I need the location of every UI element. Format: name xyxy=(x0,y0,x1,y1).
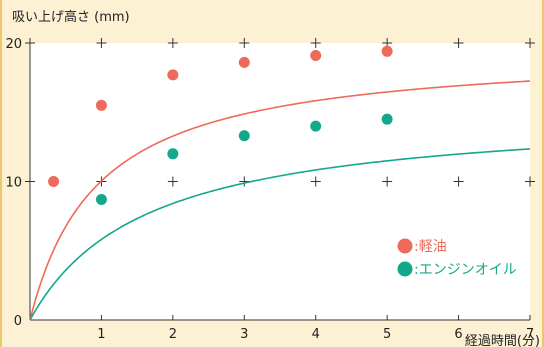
x-tick-label: 4 xyxy=(312,327,320,342)
grid-cross xyxy=(25,38,35,48)
legend-label: :軽油 xyxy=(414,239,447,255)
data-point xyxy=(310,49,322,61)
grid-cross xyxy=(453,38,464,48)
grid-cross xyxy=(382,176,393,187)
grid-cross xyxy=(525,176,535,187)
legend-swatch xyxy=(397,238,413,254)
grid-cross xyxy=(167,38,178,48)
y-tick-label: 20 xyxy=(5,37,22,52)
data-point xyxy=(95,99,107,111)
x-axis-label: 経過時間(分) xyxy=(465,334,540,347)
data-point xyxy=(48,176,60,187)
y-tick-label: 0 xyxy=(14,314,22,329)
legend: :軽油 :エンジンオイル xyxy=(397,238,517,278)
data-point xyxy=(238,130,250,142)
grid-markers xyxy=(25,38,535,320)
data-point xyxy=(381,113,393,125)
y-axis-label: 吸い上げ高さ (mm) xyxy=(12,10,130,25)
series-curves xyxy=(29,80,531,321)
tick-labels: 1 2 3 4 5 6 7 0 10 20 xyxy=(5,37,534,342)
y-tick-label: 10 xyxy=(5,176,22,191)
data-point xyxy=(95,194,107,206)
grid-cross xyxy=(96,38,107,48)
plot-area xyxy=(30,43,530,320)
x-tick-label: 6 xyxy=(454,327,462,342)
series-line xyxy=(29,148,531,321)
legend-swatch xyxy=(397,261,413,277)
data-point xyxy=(310,120,322,132)
series-line xyxy=(29,80,531,321)
legend-label: :エンジンオイル xyxy=(414,262,517,278)
grid-cross xyxy=(239,176,250,187)
x-tick-label: 5 xyxy=(383,327,391,342)
legend-item: :軽油 xyxy=(397,238,447,255)
grid-cross xyxy=(310,38,321,48)
grid-cross xyxy=(310,176,321,187)
grid-cross xyxy=(239,38,250,48)
data-point xyxy=(167,148,179,160)
x-tick-label: 3 xyxy=(240,327,248,342)
x-tick-label: 1 xyxy=(97,327,105,342)
x-tick-label: 2 xyxy=(169,327,177,342)
x-tick-label: 7 xyxy=(526,327,534,342)
data-point xyxy=(238,56,250,68)
grid-cross xyxy=(25,176,35,187)
grid-cross xyxy=(525,38,535,48)
data-point xyxy=(167,69,179,81)
grid-cross xyxy=(167,176,178,187)
grid-cross xyxy=(453,176,464,187)
data-point xyxy=(381,45,393,57)
legend-item: :エンジンオイル xyxy=(397,261,517,278)
data-points xyxy=(48,45,393,206)
